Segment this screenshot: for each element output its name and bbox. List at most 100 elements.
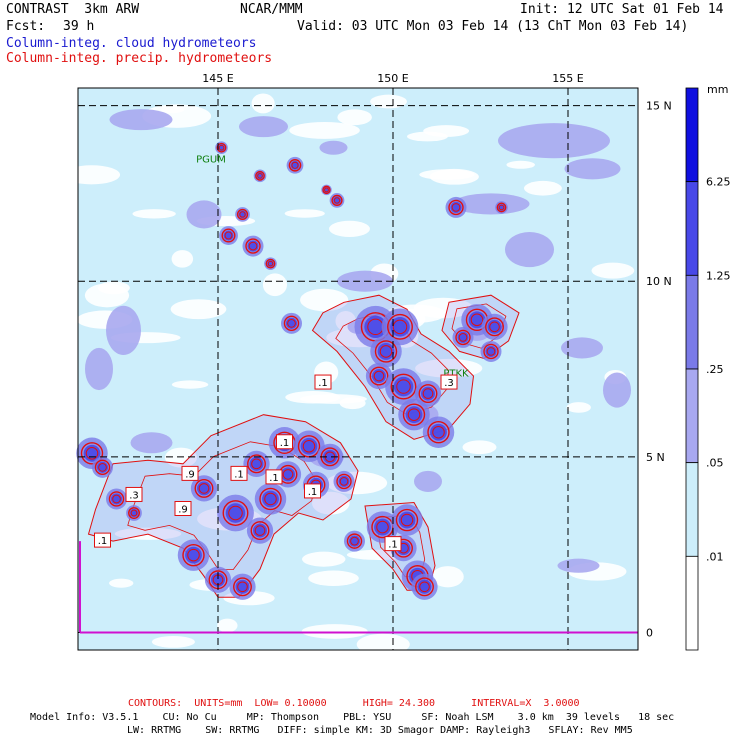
- cloud-patch: [603, 372, 631, 408]
- precip-cell-inner: [218, 144, 225, 151]
- legend-swatch: [685, 87, 699, 183]
- precip-cell: [245, 238, 261, 254]
- precip-cell: [108, 491, 125, 507]
- contour-label-box: [174, 501, 192, 516]
- contour-label-box: [265, 469, 283, 485]
- precip-cell: [128, 507, 140, 519]
- model-title: CONTRAST 3km ARW: [6, 2, 140, 17]
- legend-level-label: .05: [706, 457, 724, 470]
- contour-label-text: .1: [234, 469, 244, 480]
- precip-cell: [374, 340, 398, 363]
- precip-cell-inner: [419, 581, 430, 593]
- precip-cell-inner: [373, 370, 385, 382]
- clear-sky-patch: [300, 394, 367, 404]
- precip-cell-inner: [228, 505, 243, 521]
- precip-cell: [387, 313, 413, 340]
- precip-cell: [236, 208, 249, 221]
- contour-label-text: .9: [185, 469, 195, 480]
- precip-cell: [346, 533, 363, 549]
- contour-label-box: [276, 434, 293, 450]
- precip-cell-inner: [333, 197, 341, 204]
- y-tick-label: 0: [646, 626, 653, 639]
- precip-cell: [448, 199, 464, 216]
- precip-cell: [80, 442, 104, 465]
- field-precip-title: Column-integ. precip. hydrometeors: [6, 51, 273, 66]
- legend-swatch: [685, 368, 699, 464]
- precip-cell-inner: [324, 187, 329, 193]
- y-tick-label: 10 N: [646, 275, 672, 288]
- contour-label-text: .9: [178, 505, 188, 516]
- contour-info: CONTOURS: UNITS=mm LOW= 0.10000 HIGH= 24…: [128, 698, 580, 709]
- model-info-line2: LW: RRTMG SW: RRTMG DIFF: simple KM: 3D …: [127, 725, 633, 736]
- precip-cell: [485, 317, 504, 337]
- precip-cell: [288, 158, 302, 172]
- clear-sky-patch: [160, 104, 185, 114]
- contour-label: .1: [276, 434, 293, 450]
- clear-sky-patch: [251, 93, 275, 114]
- legend-level-label: 1.25: [706, 269, 731, 282]
- precip-cell-inner: [112, 494, 121, 504]
- contour-label-text: .1: [308, 487, 318, 498]
- precip-cell-inner: [432, 425, 445, 439]
- y-tick-label: 15 N: [646, 100, 672, 113]
- x-tick-label: 150 E: [377, 72, 408, 85]
- precip-cell: [182, 543, 205, 567]
- legend-swatch: [685, 462, 699, 557]
- precip-cell: [496, 202, 507, 213]
- precip-cell-inner: [498, 204, 505, 211]
- contour-label: .9: [174, 501, 192, 516]
- precip-cell-inner: [396, 379, 411, 394]
- forecast-value: 39 h: [63, 19, 95, 34]
- cloud-patch: [85, 347, 113, 391]
- x-tick-label: 155 E: [552, 72, 583, 85]
- precip-cell: [418, 384, 438, 404]
- precip-cell: [216, 142, 227, 153]
- precip-cell: [259, 487, 282, 511]
- init-time: Init: 12 UTC Sat 01 Feb 14: [520, 2, 724, 17]
- precip-cell-inner: [224, 231, 233, 240]
- contour-label: .1: [265, 469, 283, 485]
- precip-cell: [427, 421, 450, 444]
- clear-sky-patch: [109, 578, 134, 588]
- precip-cell-inner: [407, 408, 421, 421]
- contour-label-text: .3: [129, 490, 139, 501]
- precip-cell-inner: [85, 447, 99, 460]
- clear-sky-patch: [171, 250, 194, 268]
- clear-sky-patch: [300, 288, 349, 312]
- legend-level-label: .25: [706, 363, 724, 376]
- cloud-patch: [106, 305, 141, 355]
- contour-label: .3: [125, 486, 143, 502]
- clear-sky-patch: [84, 283, 130, 308]
- precip-cell-inner: [187, 548, 200, 562]
- precip-cell-inner: [350, 536, 359, 546]
- precip-cell-inner: [486, 347, 496, 356]
- clear-sky-patch: [356, 633, 410, 655]
- contour-label-text: .1: [318, 378, 328, 389]
- contour-label-box: [314, 374, 332, 390]
- cloud-patch: [561, 337, 603, 359]
- precip-cell: [247, 454, 266, 474]
- precip-cell-inner: [237, 581, 248, 593]
- station-label: PGUM: [196, 154, 226, 165]
- precip-cell-inner: [264, 492, 277, 506]
- precip-cell-inner: [257, 173, 263, 179]
- precip-cell: [250, 521, 270, 541]
- precip-cell-inner: [376, 520, 389, 534]
- legend-level-label: 6.25: [706, 176, 731, 189]
- precip-cell: [402, 403, 426, 426]
- clear-sky-patch: [370, 94, 407, 109]
- precip-cell-inner: [302, 440, 316, 453]
- precip-cell: [94, 459, 111, 476]
- precip-cell-inner: [489, 321, 500, 333]
- contour-label-text: .3: [444, 378, 454, 389]
- clear-sky-patch: [151, 636, 196, 648]
- precip-cell: [221, 228, 236, 243]
- contour-label-box: [304, 483, 321, 499]
- center-title: NCAR/MMM: [240, 2, 303, 17]
- precip-cell-inner: [198, 483, 210, 494]
- clear-sky-patch: [63, 165, 121, 185]
- contour-label: .1: [230, 465, 248, 481]
- cloud-patch: [414, 470, 442, 492]
- precip-cell: [233, 577, 252, 597]
